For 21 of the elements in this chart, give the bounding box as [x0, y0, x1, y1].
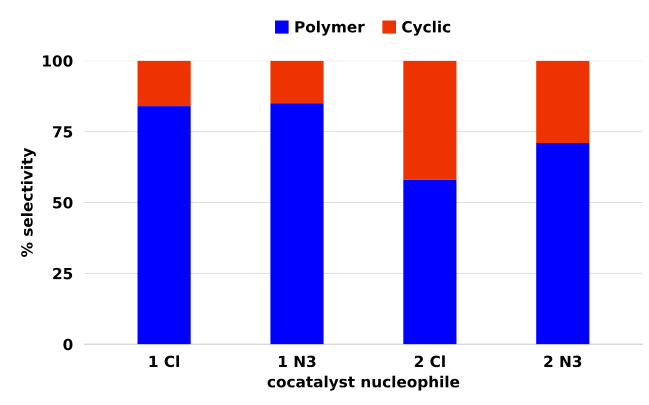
x-axis-title: cocatalyst nucleophile: [268, 376, 460, 391]
bar: [138, 60, 191, 106]
bar: [403, 180, 456, 344]
y-tick-label: 100: [43, 55, 73, 67]
bar: [270, 103, 324, 344]
y-axis-title: % selectivity: [20, 148, 36, 257]
y-tick-label: 0: [63, 338, 73, 350]
y-tick-label: 50: [53, 196, 73, 209]
bar: [536, 142, 590, 344]
x-tick-label: 1 Cl: [150, 355, 180, 368]
bar: [403, 60, 456, 180]
x-tick-label: 1 N3: [279, 356, 316, 368]
y-tick-label: 25: [53, 268, 72, 280]
bar: [138, 106, 191, 344]
bar: [536, 60, 590, 143]
legend-label: Cyclic: [402, 20, 450, 36]
x-tick-label: 2 N3: [544, 356, 582, 368]
legend-label: Polymer: [295, 20, 365, 36]
y-tick-label: 75: [53, 126, 72, 138]
bar: [270, 60, 324, 104]
x-tick-label: 2 Cl: [414, 355, 445, 368]
